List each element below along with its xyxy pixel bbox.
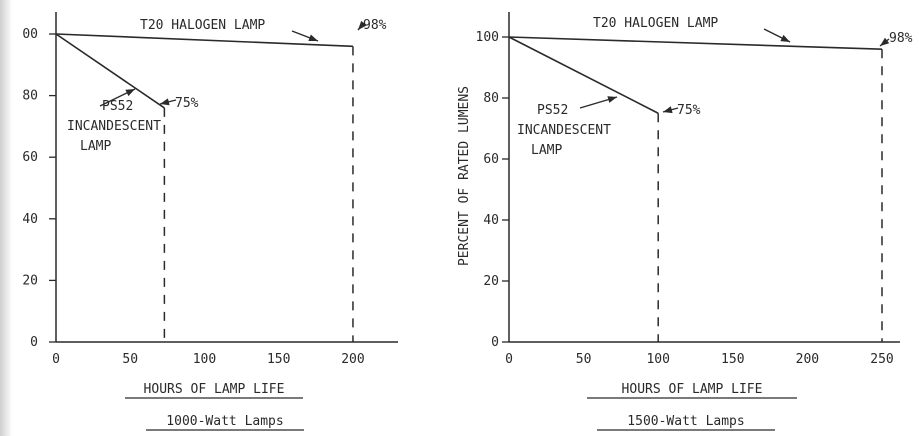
x-tick-label: 250: [870, 352, 893, 367]
scan-edge-shadow: [0, 0, 12, 436]
chart-1500-watt: 0 20 40 60 80 100 0 50 100 150 200 250 T20 HALOGEN L…: [457, 12, 913, 431]
y-tick-label: 0: [491, 335, 499, 350]
halogen-series-line: [55, 33, 353, 48]
incandescent-series-label: INCANDESCENT: [517, 123, 611, 138]
y-tick-label: 60: [483, 152, 499, 167]
x-tick-label: 150: [267, 352, 290, 367]
incandescent-end-value-label: 75%: [175, 96, 199, 111]
x-tick-label: 50: [576, 352, 592, 367]
y-tick-label: 100: [476, 30, 499, 45]
incandescent-series-label: INCANDESCENT: [67, 119, 161, 134]
y-tick-label: 40: [22, 212, 38, 227]
incandescent-label-arrow-head: [125, 89, 135, 97]
y-tick-label: 0: [30, 335, 38, 350]
incandescent-end-value-arrow-head: [160, 98, 170, 106]
halogen-series-label: T20 HALOGEN LAMP: [140, 18, 265, 33]
y-tick-label: 20: [22, 273, 38, 288]
y-tick-label: 00: [22, 27, 38, 42]
x-axis-label: HOURS OF LAMP LIFE: [622, 382, 763, 397]
y-tick-label: 80: [22, 89, 38, 104]
y-axis-label: PERCENT OF RATED LUMENS: [457, 86, 472, 266]
halogen-series-label: T20 HALOGEN LAMP: [593, 16, 718, 31]
x-tick-label: 50: [122, 352, 138, 367]
x-tick-label: 200: [796, 352, 819, 367]
x-axis-label: HOURS OF LAMP LIFE: [144, 382, 285, 397]
x-tick-label: 0: [52, 352, 60, 367]
halogen-label-arrow-head: [780, 34, 790, 42]
incandescent-end-value-arrow-head: [663, 106, 673, 114]
incandescent-label-arrow-head: [607, 96, 617, 103]
halogen-end-value-label: 98%: [889, 31, 913, 46]
incandescent-series-label: PS52: [102, 99, 133, 114]
incandescent-series-line: [55, 33, 165, 109]
incandescent-end-value-label: 75%: [677, 103, 701, 118]
halogen-end-value-arrow-head: [880, 37, 890, 46]
halogen-series-line: [508, 36, 883, 50]
incandescent-series-label: PS52: [537, 103, 568, 118]
x-tick-label: 100: [193, 352, 216, 367]
y-tick-label: 40: [483, 213, 499, 228]
halogen-end-value-label: 98%: [363, 18, 387, 33]
chart-caption: 1500-Watt Lamps: [627, 414, 744, 429]
x-tick-label: 100: [646, 352, 669, 367]
halogen-end-value-arrow-head: [358, 20, 367, 30]
incandescent-series-line: [508, 36, 659, 114]
incandescent-series-label: LAMP: [80, 139, 111, 154]
x-tick-label: 200: [341, 352, 364, 367]
y-tick-label: 20: [483, 274, 499, 289]
x-tick-label: 0: [505, 352, 513, 367]
x-tick-label: 150: [721, 352, 744, 367]
chart-caption: 1000-Watt Lamps: [166, 414, 283, 429]
y-tick-label: 60: [22, 150, 38, 165]
y-tick-label: 80: [483, 91, 499, 106]
halogen-label-arrow-head: [308, 34, 318, 42]
incandescent-series-label: LAMP: [531, 143, 562, 158]
